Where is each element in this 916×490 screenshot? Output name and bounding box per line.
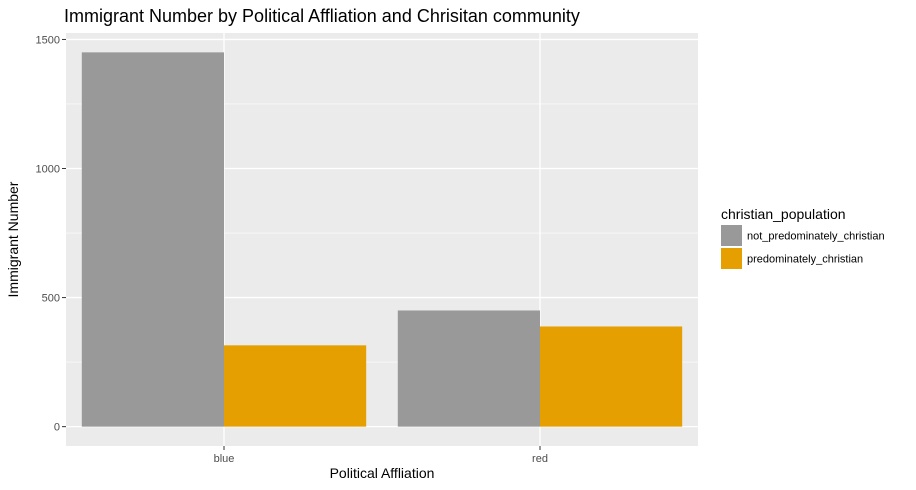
legend-key-not_predominately_christian xyxy=(721,225,742,246)
bar-not_predominately_christian-red xyxy=(397,310,540,427)
y-tick-label: 1000 xyxy=(36,164,60,176)
legend-key-predominately_christian xyxy=(721,248,742,269)
x-axis: blue red xyxy=(214,446,548,465)
bar-predominately_christian-blue xyxy=(224,345,367,427)
chart-title: Immigrant Number by Political Affliation… xyxy=(64,6,580,26)
legend-label-predominately_christian: predominately_christian xyxy=(747,254,863,266)
y-tick-label: 500 xyxy=(42,293,60,305)
y-axis-label: Immigrant Number xyxy=(5,181,21,297)
bars xyxy=(81,52,683,427)
x-axis-label: Political Affliation xyxy=(330,465,435,481)
x-tick-label: blue xyxy=(214,453,235,465)
legend: christian_population not_predominately_c… xyxy=(721,206,885,269)
x-tick-label: red xyxy=(532,453,548,465)
y-tick-label: 1500 xyxy=(36,34,60,46)
y-tick-label: 0 xyxy=(54,422,60,434)
y-axis: 0 500 1000 1500 xyxy=(36,34,66,434)
legend-label-not_predominately_christian: not_predominately_christian xyxy=(747,231,885,243)
bar-not_predominately_christian-blue xyxy=(81,52,224,427)
bar-predominately_christian-red xyxy=(540,326,683,427)
legend-title: christian_population xyxy=(721,206,846,222)
